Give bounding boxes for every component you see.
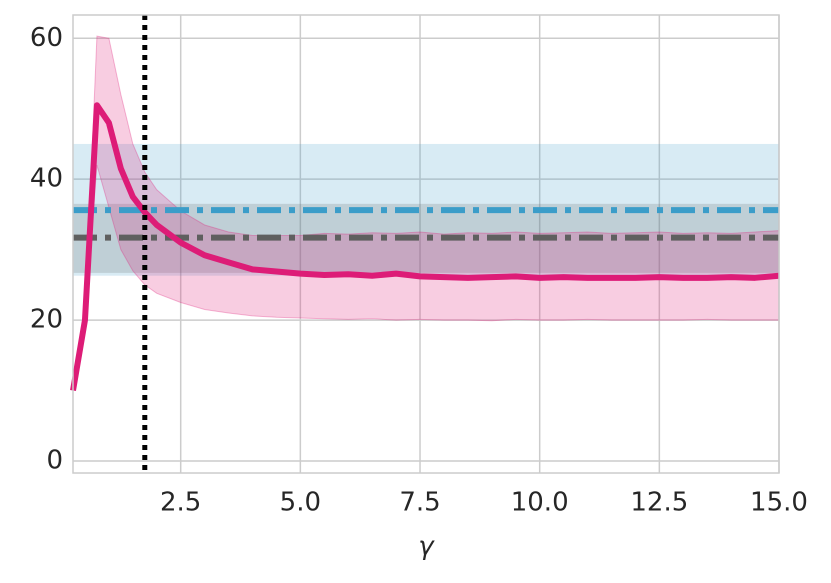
x-tick-label: 2.5: [160, 488, 201, 518]
x-tick-label: 10.0: [511, 488, 569, 518]
y-tick-label: 60: [30, 23, 63, 53]
y-tick-label: 40: [30, 164, 63, 194]
x-tick-label: 15.0: [750, 488, 808, 518]
line: [70, 102, 780, 392]
plot-frame: [72, 14, 780, 474]
x-axis-label: γ: [418, 532, 435, 562]
x-tick-label: 12.5: [630, 488, 688, 518]
y-tick-label: 0: [46, 446, 63, 476]
y-tick-label: 20: [30, 305, 63, 335]
x-tick-label: 7.5: [399, 488, 440, 518]
x-tick-label: 5.0: [280, 488, 321, 518]
